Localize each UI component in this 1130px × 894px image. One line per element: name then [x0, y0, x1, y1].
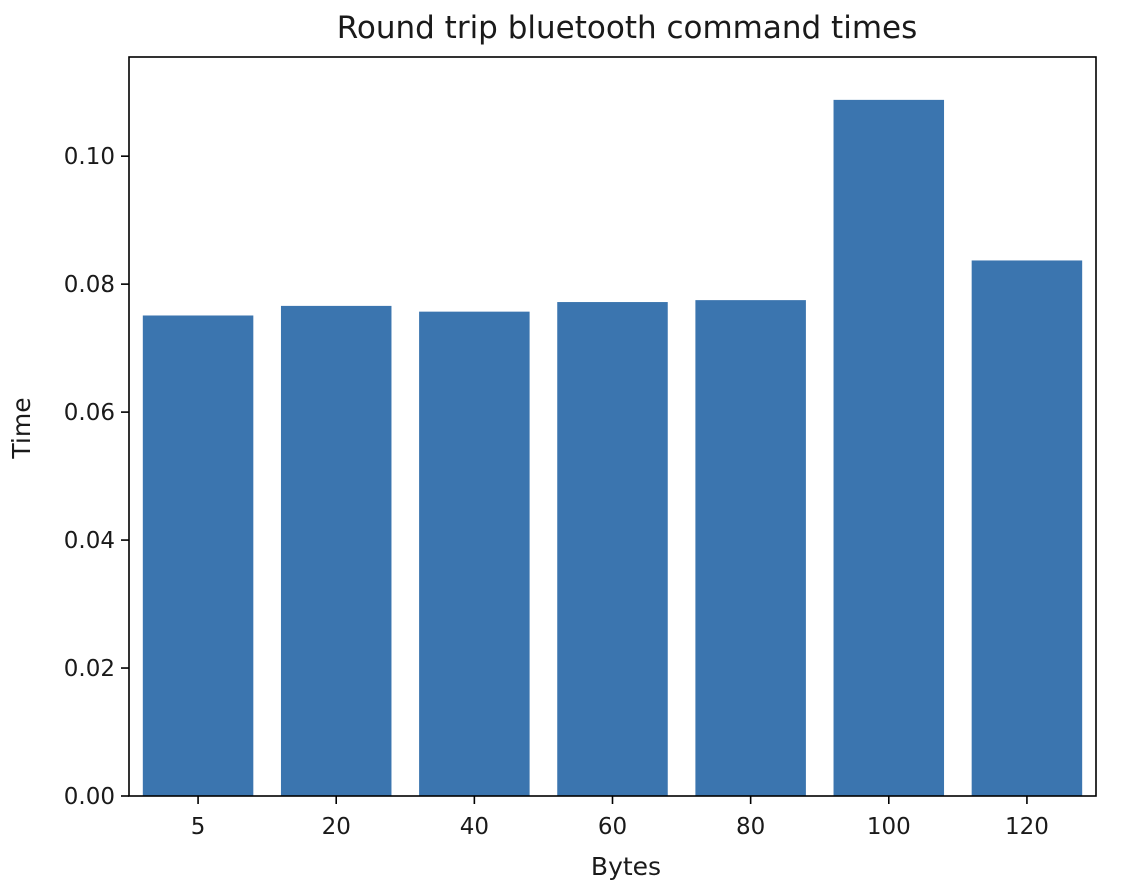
- bar-120: [971, 260, 1083, 797]
- bar-5: [142, 315, 254, 796]
- y-tick-label: 0.06: [64, 400, 115, 426]
- y-axis-label: Time: [7, 397, 36, 459]
- x-tick-label: 80: [736, 814, 765, 840]
- x-axis-ticks: 5 20 40 60 80 100 120: [191, 796, 1049, 840]
- bar-20: [280, 305, 392, 796]
- y-tick-label: 0.10: [64, 144, 115, 170]
- bar-80: [695, 300, 806, 796]
- x-tick-label: 5: [191, 814, 206, 840]
- y-axis-ticks: 0.00 0.02 0.04 0.06 0.08 0.10: [64, 144, 129, 810]
- plot-frame: [128, 56, 1097, 797]
- y-tick-label: 0.08: [64, 272, 115, 298]
- x-axis-label: Bytes: [591, 852, 661, 881]
- y-tick-label: 0.00: [64, 784, 115, 810]
- x-tick-label: 60: [598, 814, 627, 840]
- x-tick-label: 120: [1005, 814, 1049, 840]
- x-tick-label: 100: [867, 814, 911, 840]
- chart-title: Round trip bluetooth command times: [337, 10, 918, 46]
- x-tick-label: 40: [460, 814, 489, 840]
- bars-group: [142, 99, 1083, 797]
- bar-40: [419, 311, 530, 796]
- bar-100: [833, 99, 945, 797]
- x-tick-label: 20: [322, 814, 351, 840]
- y-tick-label: 0.04: [64, 528, 115, 554]
- y-tick-label: 0.02: [64, 656, 115, 682]
- bar-60: [557, 302, 668, 796]
